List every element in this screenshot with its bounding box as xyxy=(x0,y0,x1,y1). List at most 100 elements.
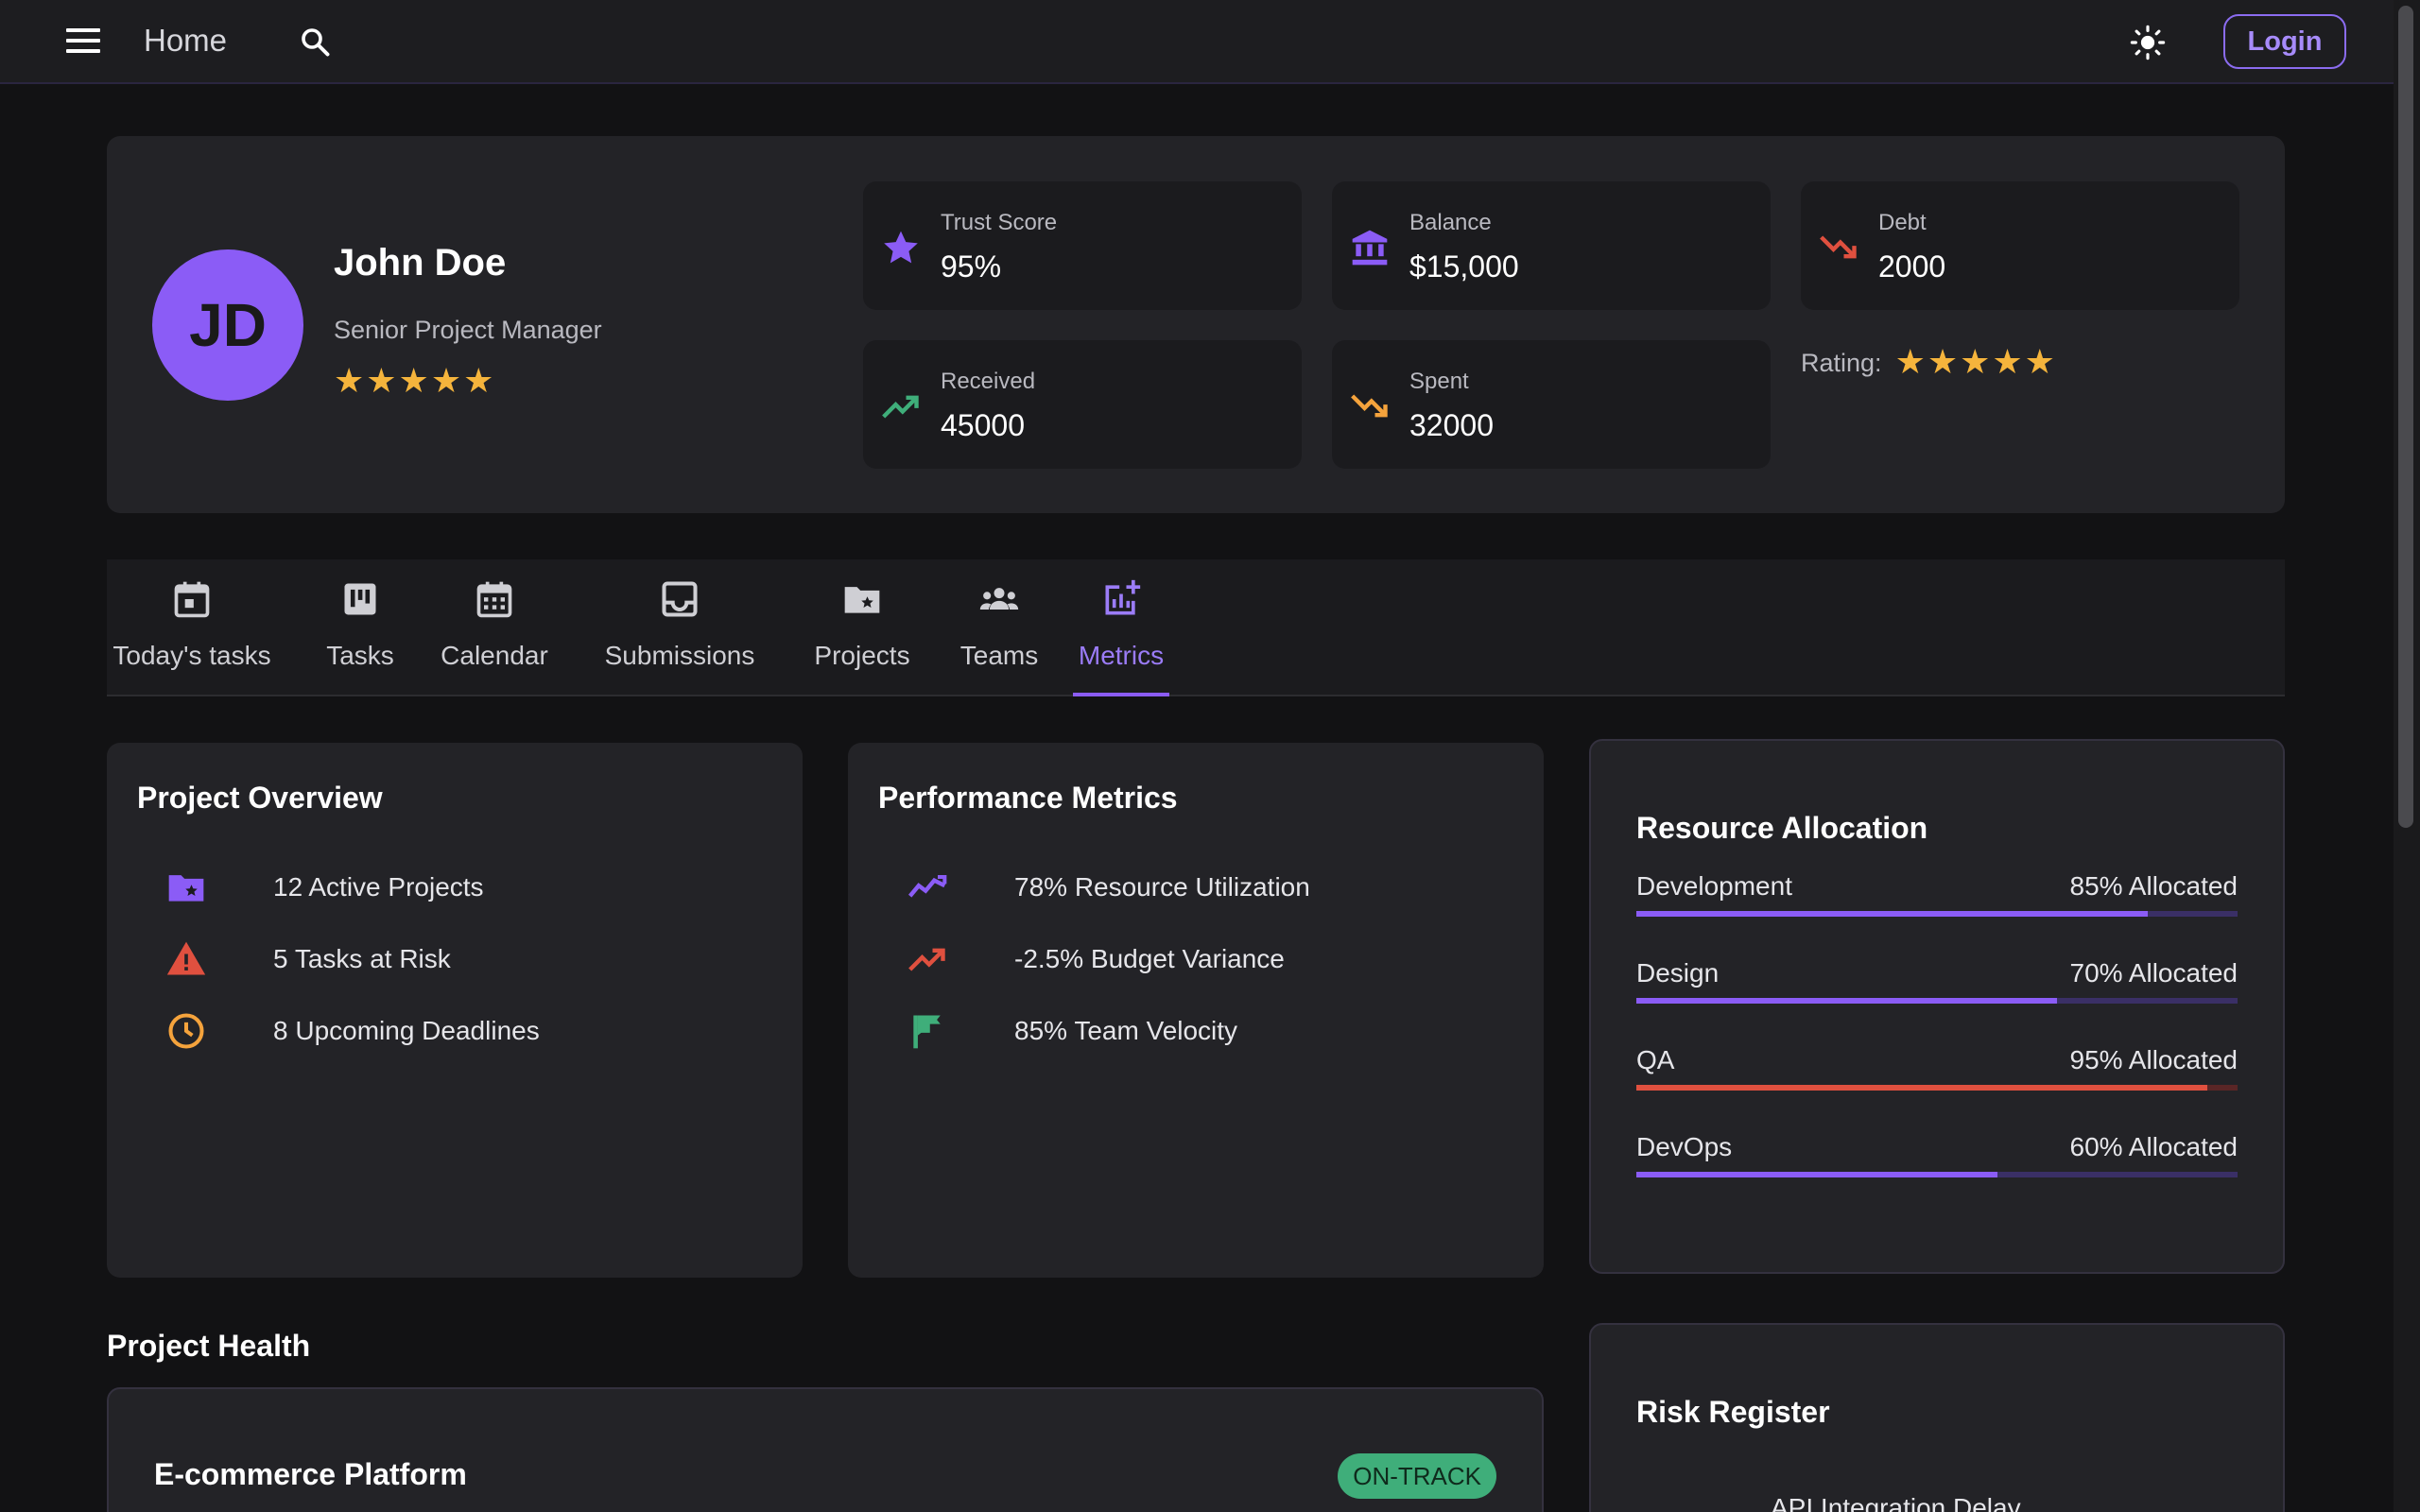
menu-icon[interactable] xyxy=(66,28,100,57)
trending-down-icon xyxy=(1820,235,1857,259)
tab-label: Submissions xyxy=(604,641,755,670)
tab-label: Tasks xyxy=(326,641,394,670)
list-item-text: 8 Upcoming Deadlines xyxy=(273,1016,540,1045)
resource-name: Development xyxy=(1636,871,1792,901)
stat-label: Spent xyxy=(1409,369,1469,394)
avatar: JD xyxy=(152,249,303,401)
stat-label: Debt xyxy=(1878,210,1927,235)
stat-value: $15,000 xyxy=(1409,249,1519,284)
folder-star-icon xyxy=(844,587,880,613)
bank-icon xyxy=(1352,230,1388,266)
card-title: Resource Allocation xyxy=(1636,811,1928,845)
trending-icon xyxy=(908,874,947,898)
card-title: Performance Metrics xyxy=(878,781,1178,815)
event-icon xyxy=(174,581,210,618)
kanban-icon xyxy=(344,583,376,615)
chart-add-icon xyxy=(1105,579,1141,615)
card-title: Risk Register xyxy=(1636,1395,1830,1429)
list-item-text: 85% Team Velocity xyxy=(1014,1016,1238,1045)
resource-percent: 95% Allocated xyxy=(2069,1045,2238,1074)
progress-bar xyxy=(1636,1172,2238,1177)
progress-bar xyxy=(1636,1085,2238,1091)
trending-up-icon xyxy=(882,395,919,419)
list-item: 85% Team Velocity xyxy=(848,1006,1544,1054)
list-item: 78% Resource Utilization xyxy=(848,863,1544,910)
tab-projects[interactable]: Projects xyxy=(799,559,925,695)
progress-fill xyxy=(1636,1085,2208,1091)
project-overview-card: Project Overview 12 Active Projects 5 Ta… xyxy=(107,743,803,1278)
list-item-text: 12 Active Projects xyxy=(273,872,484,902)
project-health-card: E-commerce Platform ON-TRACK xyxy=(107,1387,1544,1512)
stat-value: 32000 xyxy=(1409,408,1494,442)
tab-metrics[interactable]: Metrics xyxy=(1073,559,1169,696)
tab-label: Metrics xyxy=(1078,641,1165,670)
tab-bar: Today's tasks Tasks Calendar Submissions xyxy=(107,559,2285,696)
profile-title: Senior Project Manager xyxy=(334,316,602,344)
rating-stars: ★★★★★ xyxy=(1894,342,2057,381)
progress-fill xyxy=(1636,1172,1997,1177)
project-name: E-commerce Platform xyxy=(154,1457,467,1491)
resource-name: Design xyxy=(1636,958,1720,988)
clock-icon xyxy=(168,1013,204,1049)
section-title: Project Health xyxy=(107,1329,311,1363)
list-item-text: 78% Resource Utilization xyxy=(1014,872,1310,902)
risk-item[interactable]: API Integration Delay xyxy=(1771,1493,2021,1512)
inbox-icon xyxy=(662,581,698,617)
tab-calendar[interactable]: Calendar xyxy=(438,559,551,695)
home-link[interactable]: Home xyxy=(144,23,228,58)
stat-received: Received 45000 xyxy=(863,340,1302,469)
profile-name: John Doe xyxy=(334,242,507,284)
status-badge: ON-TRACK xyxy=(1338,1453,1496,1499)
resource-percent: 70% Allocated xyxy=(2069,958,2238,988)
resource-row-qa: QA 95% Allocated xyxy=(1636,1045,2238,1111)
rating-label: Rating: xyxy=(1801,349,1882,377)
tab-label: Teams xyxy=(959,641,1039,670)
tab-label: Today's tasks xyxy=(112,641,271,670)
resource-percent: 85% Allocated xyxy=(2069,871,2238,901)
resource-row-development: Development 85% Allocated xyxy=(1636,871,2238,937)
stat-label: Trust Score xyxy=(941,210,1058,235)
tab-label: Calendar xyxy=(441,641,548,670)
resource-percent: 60% Allocated xyxy=(2069,1132,2238,1161)
stat-trust-score: Trust Score 95% xyxy=(863,181,1302,310)
rating: Rating: ★★★★★ xyxy=(1801,342,2057,382)
resource-allocation-card: Resource Allocation Development 85% Allo… xyxy=(1589,739,2285,1274)
calendar-icon xyxy=(476,581,512,618)
warning-icon xyxy=(166,941,206,975)
list-item: -2.5% Budget Variance xyxy=(848,935,1544,982)
tab-tasks[interactable]: Tasks xyxy=(322,559,398,695)
stat-label: Balance xyxy=(1409,210,1492,235)
flag-icon xyxy=(913,1015,941,1049)
folder-star-icon xyxy=(168,875,204,902)
list-item-text: 5 Tasks at Risk xyxy=(273,944,451,973)
stat-debt: Debt 2000 xyxy=(1801,181,2239,310)
tab-teams[interactable]: Teams xyxy=(944,559,1054,695)
resource-row-design: Design 70% Allocated xyxy=(1636,958,2238,1024)
login-button[interactable]: Login xyxy=(2223,14,2346,69)
risk-register-card: Risk Register API Integration Delay xyxy=(1589,1323,2285,1512)
stat-value: 95% xyxy=(941,249,1002,284)
tab-todays-tasks[interactable]: Today's tasks xyxy=(107,559,277,695)
profile-card: JD John Doe Senior Project Manager ★★★★★… xyxy=(107,136,2285,513)
card-title: Project Overview xyxy=(137,781,383,815)
progress-fill xyxy=(1636,911,2148,917)
resource-name: QA xyxy=(1636,1045,1675,1074)
stat-value: 2000 xyxy=(1878,249,1946,284)
progress-fill xyxy=(1636,998,2058,1004)
performance-metrics-card: Performance Metrics 78% Resource Utiliza… xyxy=(848,743,1544,1278)
stat-balance: Balance $15,000 xyxy=(1332,181,1771,310)
tab-submissions[interactable]: Submissions xyxy=(596,559,763,695)
list-item-text: -2.5% Budget Variance xyxy=(1014,944,1285,973)
trending-down-icon xyxy=(1351,394,1388,418)
profile-star-rating: ★★★★★ xyxy=(334,361,496,400)
scrollbar-thumb[interactable] xyxy=(2398,6,2413,828)
groups-icon xyxy=(979,588,1019,610)
tab-label: Projects xyxy=(814,641,910,670)
resource-name: DevOps xyxy=(1636,1132,1733,1161)
stat-label: Received xyxy=(941,369,1036,394)
star-icon xyxy=(884,231,918,264)
search-icon[interactable] xyxy=(298,25,332,59)
stat-spent: Spent 32000 xyxy=(1332,340,1771,469)
stat-value: 45000 xyxy=(941,408,1025,442)
theme-toggle-icon[interactable] xyxy=(2130,25,2166,60)
